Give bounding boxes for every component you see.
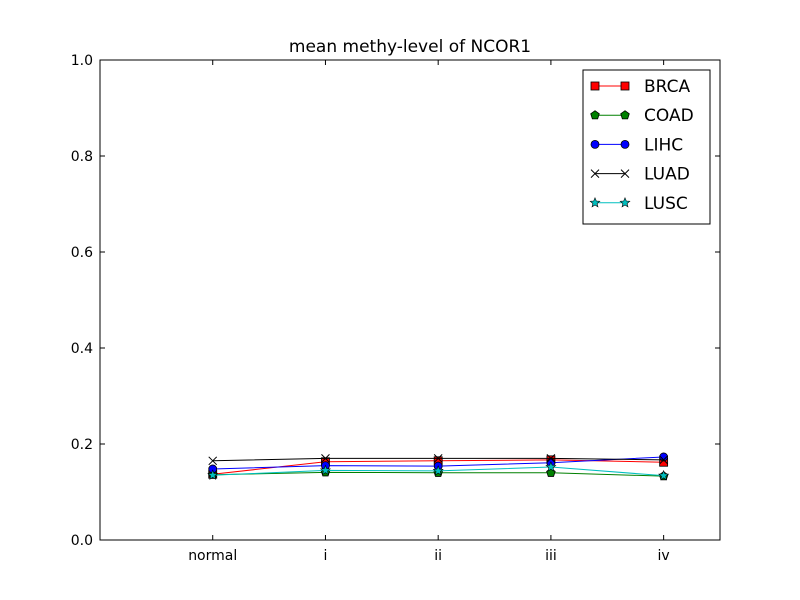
data-point-luad — [546, 454, 556, 463]
data-point-luad — [659, 455, 668, 465]
data-point-luad-stroke — [546, 454, 556, 463]
data-point-lusc — [432, 465, 444, 476]
legend-marker-luad — [590, 169, 600, 178]
legend-marker-lusc — [619, 196, 631, 208]
legend-marker-lusc — [589, 196, 601, 208]
legend-label-brca: BRCA — [644, 77, 690, 97]
data-point-luad-stroke — [659, 455, 668, 465]
data-point-lusc — [319, 464, 331, 476]
data-point-lusc — [207, 469, 219, 480]
y-tick-label: 0.8 — [71, 149, 93, 165]
data-point-luad-stroke — [208, 456, 218, 466]
legend-marker-luad-stroke — [620, 169, 630, 178]
legend-marker-luad-stroke — [590, 169, 600, 178]
legend-marker-coad — [620, 110, 630, 120]
legend-label-lihc: LIHC — [644, 135, 683, 155]
chart-title: mean methy-level of NCOR1 — [289, 37, 531, 57]
x-tick-label: iv — [658, 548, 670, 564]
data-point-luad — [433, 454, 443, 463]
data-point-lihc — [659, 452, 669, 462]
data-point-lusc — [658, 469, 670, 481]
legend-marker-lihc — [590, 139, 600, 149]
data-point-luad — [321, 454, 330, 463]
legend-label-coad: COAD — [644, 106, 694, 126]
legend-box — [582, 69, 711, 225]
data-point-luad-stroke — [321, 454, 330, 463]
y-tick-label: 0.0 — [71, 533, 93, 549]
data-point-luad-stroke — [433, 454, 443, 463]
legend-marker-lihc — [620, 139, 630, 149]
plot-frame — [99, 59, 721, 541]
x-tick-label: i — [324, 548, 328, 564]
y-tick-label: 0.6 — [71, 245, 93, 261]
legend-marker-brca — [620, 81, 630, 91]
legend-label-luad: LUAD — [644, 165, 690, 185]
y-tick-label: 0.2 — [71, 437, 93, 453]
y-tick-label: 1.0 — [71, 53, 93, 69]
x-tick-label: normal — [188, 548, 237, 564]
data-point-luad — [208, 456, 218, 466]
legend-marker-brca — [590, 81, 600, 91]
y-tick-label: 0.4 — [71, 341, 93, 357]
legend-marker-coad — [590, 110, 600, 120]
legend-marker-luad — [620, 169, 630, 178]
x-tick-label: iii — [545, 548, 557, 564]
legend-label-lusc: LUSC — [644, 194, 688, 214]
data-point-lusc — [545, 461, 557, 472]
x-tick-label: ii — [434, 548, 442, 564]
